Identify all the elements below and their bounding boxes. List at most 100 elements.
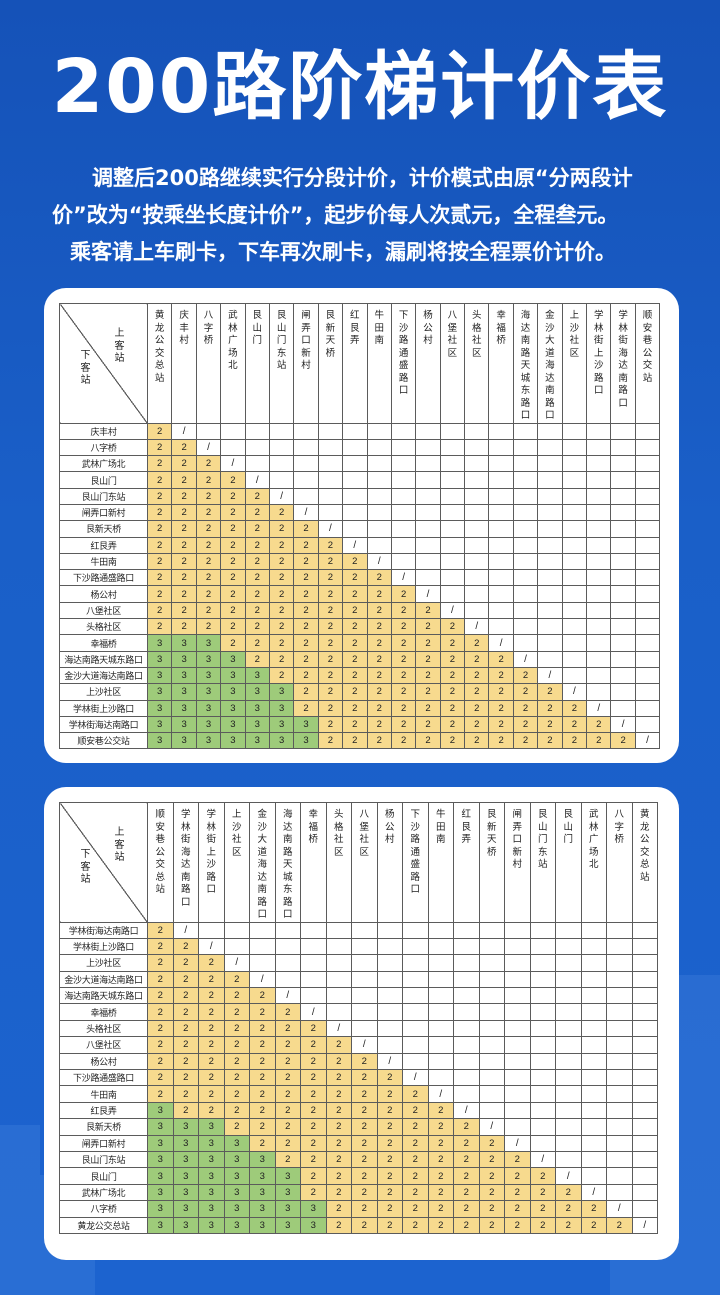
fare-cell-2: 2 bbox=[415, 666, 441, 685]
empty-cell bbox=[555, 954, 582, 972]
fare-cell-2: 2 bbox=[390, 683, 417, 701]
fare-cell-2: 2 bbox=[146, 552, 173, 571]
empty-cell bbox=[634, 585, 661, 603]
table-row: 幸福桥 2 2 2 2 2 2/ bbox=[59, 1003, 658, 1021]
fare-cell-2: 2 bbox=[325, 1036, 352, 1054]
fare-cell-2: 2 bbox=[453, 1150, 480, 1169]
fare-cell-2: 2 bbox=[342, 683, 368, 701]
empty-cell bbox=[606, 1085, 633, 1103]
fare-cell-2: 2 bbox=[171, 618, 197, 636]
row-label: 闸弄口新村 bbox=[59, 503, 148, 522]
fare-cell-2: 2 bbox=[402, 1085, 429, 1103]
column-header-label: 杨公村 bbox=[423, 310, 433, 346]
fare-cell-2: 2 bbox=[325, 1150, 352, 1169]
fare-cell-2: 2 bbox=[293, 601, 319, 620]
fare-cell-2: 2 bbox=[580, 1216, 607, 1234]
empty-cell bbox=[634, 618, 661, 636]
fare-cell-2: 2 bbox=[172, 1069, 199, 1087]
diagonal-cell: / bbox=[634, 732, 661, 750]
column-header-label: 牛田南 bbox=[435, 809, 446, 845]
empty-cell bbox=[512, 601, 539, 620]
fare-cell-2: 2 bbox=[172, 1052, 199, 1071]
fare-cell-2: 2 bbox=[439, 634, 466, 652]
empty-cell bbox=[512, 618, 539, 636]
fare-cell-2: 2 bbox=[293, 536, 319, 554]
empty-cell bbox=[439, 455, 466, 473]
empty-cell bbox=[634, 487, 661, 505]
empty-cell bbox=[610, 666, 636, 685]
fare-table-card-1: 上客站 下客站 黄龙公交总站 庆丰村 八字桥 武林广场北 艮山门 艮山门东站 闸弄口新村 艮新天桥… bbox=[44, 288, 679, 763]
empty-cell bbox=[478, 1052, 505, 1071]
empty-cell bbox=[376, 1003, 403, 1021]
empty-cell bbox=[504, 1052, 531, 1071]
diagonal-cell: / bbox=[172, 921, 199, 939]
empty-cell bbox=[634, 666, 661, 685]
empty-cell bbox=[586, 422, 612, 440]
column-header-label: 头格社区 bbox=[333, 809, 344, 858]
diagonal-cell: / bbox=[376, 1052, 403, 1071]
fare-cell-2: 2 bbox=[146, 618, 173, 636]
fare-cell-2: 2 bbox=[195, 601, 222, 620]
fare-cell-2: 2 bbox=[376, 1118, 403, 1136]
table-row: 八字桥 2 2/ bbox=[59, 438, 661, 457]
fare-cell-2: 2 bbox=[390, 585, 417, 603]
empty-cell bbox=[586, 552, 612, 571]
empty-cell bbox=[606, 1134, 633, 1152]
empty-cell bbox=[478, 1101, 505, 1120]
empty-cell bbox=[634, 683, 661, 701]
fare-cell-2: 2 bbox=[478, 1150, 505, 1169]
fare-cell-2: 2 bbox=[427, 1167, 454, 1185]
diagonal-cell: / bbox=[390, 569, 417, 587]
fare-cell-2: 2 bbox=[223, 987, 250, 1005]
diagonal-cell: / bbox=[415, 585, 441, 603]
column-header-label: 八堡社区 bbox=[359, 809, 369, 858]
empty-cell bbox=[580, 937, 607, 956]
fare-cell-2: 2 bbox=[244, 650, 270, 668]
fare-cell-2: 2 bbox=[249, 987, 276, 1005]
empty-cell bbox=[586, 618, 612, 636]
empty-cell bbox=[529, 1134, 556, 1152]
fare-cell-3: 3 bbox=[172, 1118, 199, 1136]
fare-cell-3: 3 bbox=[171, 699, 197, 717]
empty-cell bbox=[268, 455, 295, 473]
row-label: 头格社区 bbox=[59, 618, 148, 636]
empty-cell bbox=[561, 520, 588, 538]
empty-cell bbox=[464, 471, 490, 489]
column-header-label: 武林广场北 bbox=[588, 809, 599, 870]
fare-table-inbound: 上客站 下客站 顺安巷公交总站 学林街海达南路口 学林街上沙路口 上沙社区 金沙大道海达南路… bbox=[59, 802, 658, 1234]
fare-cell-3: 3 bbox=[198, 1216, 225, 1234]
column-header: 上沙社区 bbox=[561, 303, 588, 424]
fare-cell-3: 3 bbox=[147, 1183, 174, 1202]
empty-cell bbox=[478, 1036, 505, 1054]
fare-cell-3: 3 bbox=[195, 732, 222, 750]
fare-cell-2: 2 bbox=[351, 1118, 378, 1136]
empty-cell bbox=[390, 503, 417, 522]
fare-cell-2: 2 bbox=[390, 601, 417, 620]
empty-cell bbox=[488, 601, 514, 620]
column-header: 金沙大道海达南路口 bbox=[537, 303, 563, 424]
table-row: 杨公村 2 2 2 2 2 2 2 2 2/ bbox=[59, 1052, 658, 1071]
fare-cell-3: 3 bbox=[249, 1200, 276, 1218]
empty-cell bbox=[634, 569, 661, 587]
fare-cell-2: 2 bbox=[464, 683, 490, 701]
row-label: 学林街上沙路口 bbox=[59, 937, 148, 956]
row-label: 八堡社区 bbox=[59, 1036, 148, 1054]
empty-cell bbox=[610, 520, 636, 538]
empty-cell bbox=[606, 954, 633, 972]
fare-cell-3: 3 bbox=[172, 1167, 199, 1185]
empty-cell bbox=[390, 536, 417, 554]
empty-cell bbox=[268, 422, 295, 440]
fare-cell-2: 2 bbox=[325, 1052, 352, 1071]
fare-cell-2: 2 bbox=[415, 732, 441, 750]
empty-cell bbox=[402, 970, 429, 989]
fare-cell-2: 2 bbox=[300, 1019, 327, 1038]
fare-cell-2: 2 bbox=[171, 552, 197, 571]
fare-cell-3: 3 bbox=[244, 666, 270, 685]
empty-cell bbox=[439, 422, 466, 440]
fare-cell-2: 2 bbox=[317, 536, 344, 554]
fare-cell-2: 2 bbox=[366, 715, 392, 734]
fare-cell-2: 2 bbox=[293, 634, 319, 652]
fare-cell-2: 2 bbox=[504, 1167, 531, 1185]
empty-cell bbox=[580, 1085, 607, 1103]
fare-cell-2: 2 bbox=[504, 1150, 531, 1169]
